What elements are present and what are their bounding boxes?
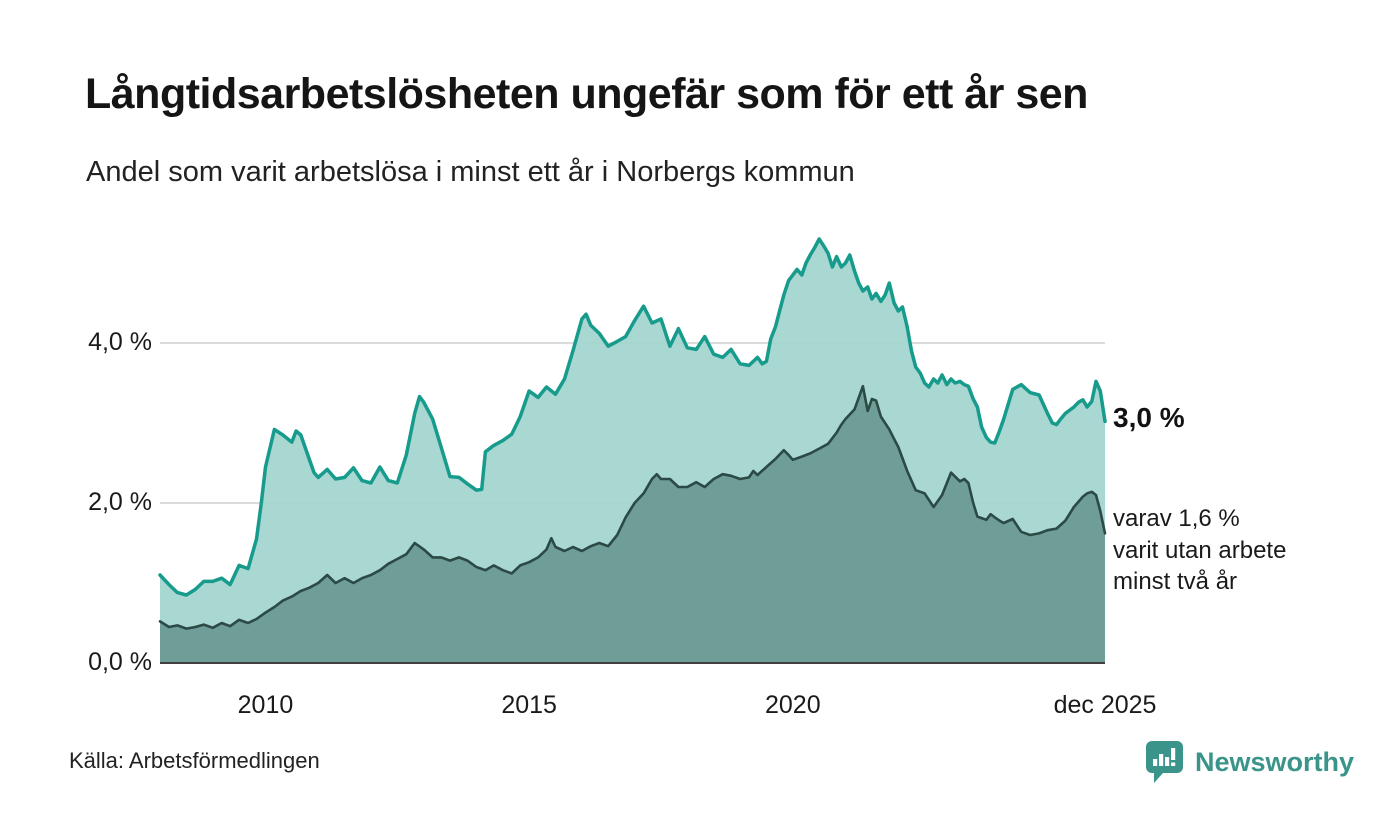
series-2yr-line — [158, 384, 1107, 630]
logo-exclamation-bar — [1171, 747, 1176, 760]
source-credit: Källa: Arbetsförmedlingen — [69, 748, 320, 773]
x-tick-dec-2025: dec 2025 — [1053, 691, 1157, 719]
x-tick-2015: 2015 — [501, 691, 557, 719]
y-tick-2pct: 2,0 % — [88, 488, 152, 516]
secondary-annotation-line-2: varit utan arbete — [1113, 536, 1287, 564]
y-tick-0pct: 0,0 % — [88, 648, 152, 676]
series-1yr-line — [158, 237, 1107, 597]
x-tick-2020: 2020 — [765, 691, 821, 719]
y-tick-4pct: 4,0 % — [88, 328, 152, 356]
logo-exclamation-dot — [1171, 762, 1176, 766]
secondary-annotation: varav 1,6 % varit utan arbete minst två … — [1113, 503, 1286, 597]
newsworthy-logo-icon — [1146, 740, 1183, 783]
latest-total-value-label: 3,0 % — [1113, 402, 1185, 434]
chart-subtitle: Andel som varit arbetslösa i minst ett å… — [86, 156, 855, 188]
newsworthy-brand: Newsworthy — [1144, 738, 1354, 786]
series-2yr-area — [160, 386, 1105, 663]
secondary-annotation-line-3: minst två år — [1113, 567, 1238, 595]
logo-bar-1 — [1153, 758, 1158, 766]
secondary-annotation-line-1: varav 1,6 % — [1113, 505, 1240, 533]
newsworthy-brand-text: Newsworthy — [1195, 746, 1355, 777]
chart-title: Långtidsarbetslösheten ungefär som för e… — [85, 70, 1088, 118]
logo-bar-3 — [1165, 756, 1170, 766]
x-tick-2010: 2010 — [237, 691, 294, 719]
logo-bar-2 — [1159, 753, 1164, 766]
